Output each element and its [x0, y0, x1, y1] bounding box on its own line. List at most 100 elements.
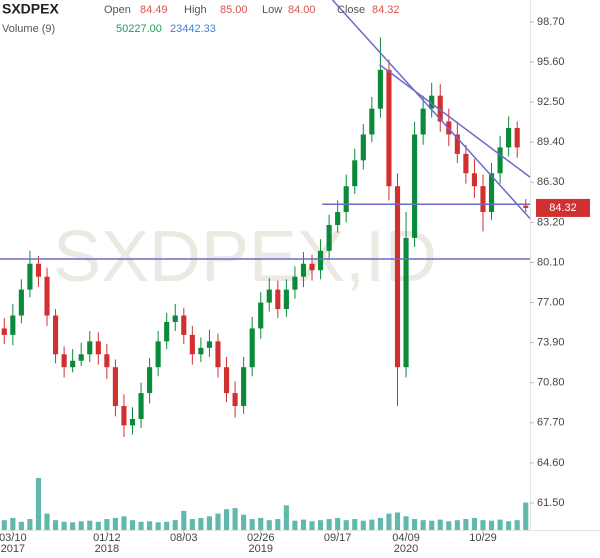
candle-body: [138, 393, 144, 419]
volume-bar: [480, 520, 486, 530]
candle-body: [129, 418, 136, 426]
volume-bar: [95, 521, 101, 530]
candle-body: [523, 205, 529, 208]
volume-bar: [488, 520, 495, 530]
candle-body: [429, 95, 435, 109]
candle-body: [318, 250, 324, 271]
candle-body: [206, 341, 212, 348]
candle-body: [326, 224, 332, 251]
candle-body: [232, 393, 238, 407]
y-tick-label: 64.60: [537, 457, 565, 469]
header-label: Close: [337, 4, 365, 16]
volume-bar: [300, 519, 307, 530]
candle-body: [241, 367, 247, 407]
candle-body: [394, 186, 401, 368]
y-tick-label: 67.70: [537, 417, 565, 429]
trend-line: [331, 0, 531, 220]
y-tick-label: 98.70: [537, 16, 565, 28]
volume-bar: [121, 516, 127, 530]
volume-bar: [429, 520, 435, 530]
volume-bar: [377, 517, 383, 530]
candle-body: [420, 108, 426, 135]
x-tick-label: 2018: [95, 543, 119, 555]
volume-bar: [87, 520, 93, 530]
candle-body: [480, 186, 486, 213]
candle-body: [44, 276, 50, 316]
candle-body: [488, 173, 495, 213]
volume-bar: [412, 519, 418, 530]
candle-body: [514, 128, 520, 148]
candle-body: [172, 315, 178, 322]
volume-bar: [147, 521, 153, 530]
volume-bar: [514, 520, 520, 530]
volume-bar: [369, 519, 375, 530]
candle-body: [10, 315, 16, 335]
candle-body: [309, 263, 315, 271]
candle-body: [1, 328, 7, 335]
y-tick-label: 89.40: [537, 136, 565, 148]
candle-body: [403, 237, 409, 368]
header-label: Low: [262, 4, 282, 16]
volume-bar: [497, 519, 503, 530]
x-tick-label: 2020: [394, 543, 418, 555]
volume-bar: [18, 521, 24, 530]
candle-body: [335, 212, 341, 225]
candle-body: [215, 341, 221, 368]
volume-bar: [309, 521, 315, 530]
header-value: 84.49: [140, 4, 168, 16]
volume-bar: [258, 517, 264, 530]
candle-body: [275, 289, 281, 310]
x-tick-label: 08/03: [170, 532, 198, 544]
volume-bar: [206, 516, 212, 530]
chart-title: SXDPEX: [2, 1, 59, 17]
volume-bar: [352, 519, 358, 530]
volume-bar: [35, 478, 42, 530]
volume-bar: [189, 519, 195, 530]
volume-bar: [53, 520, 59, 530]
volume-bar: [420, 520, 426, 530]
y-tick-label: 86.30: [537, 176, 565, 188]
candle-body: [300, 263, 307, 277]
candle-body: [35, 263, 42, 277]
volume-bar: [506, 521, 512, 530]
candle-body: [352, 160, 358, 187]
candle-body: [369, 108, 375, 135]
volume-bar: [181, 510, 187, 530]
candle-body: [377, 69, 383, 109]
candle-body: [292, 276, 298, 290]
watermark: SXDPEX,ID: [53, 217, 437, 297]
volume-bar: [394, 512, 401, 530]
y-tick-label: 92.50: [537, 96, 565, 108]
volume-value: 50227.00: [116, 23, 162, 35]
volume-bar: [523, 502, 529, 530]
price-box-label: 84.32: [549, 202, 577, 214]
x-tick-label: 2017: [1, 543, 25, 555]
candle-body: [437, 95, 443, 122]
x-tick-label: 10/29: [469, 532, 497, 544]
volume-bar: [10, 517, 16, 530]
y-tick-label: 77.00: [537, 296, 565, 308]
volume-bar: [275, 519, 281, 530]
candle-body: [61, 354, 67, 368]
y-tick-label: 61.50: [537, 497, 565, 509]
candle-body: [266, 289, 272, 303]
candle-body: [27, 263, 33, 290]
volume-bar: [471, 517, 477, 530]
volume-bar: [223, 509, 230, 530]
volume-bar: [326, 519, 332, 530]
candle-body: [181, 315, 187, 335]
header-value: 84.32: [372, 4, 400, 16]
header-value: 85.00: [220, 4, 248, 16]
candle-body: [53, 315, 59, 355]
candle-body: [386, 69, 392, 187]
volume-bar: [104, 519, 110, 530]
volume-bar: [164, 521, 170, 530]
candle-body: [506, 128, 512, 148]
candle-body: [70, 360, 76, 368]
volume-bar: [241, 514, 247, 530]
volume-bar: [266, 520, 272, 530]
candle-body: [78, 354, 84, 361]
candle-body: [249, 328, 255, 368]
volume-bar: [360, 520, 366, 530]
volume-bar: [70, 522, 76, 530]
